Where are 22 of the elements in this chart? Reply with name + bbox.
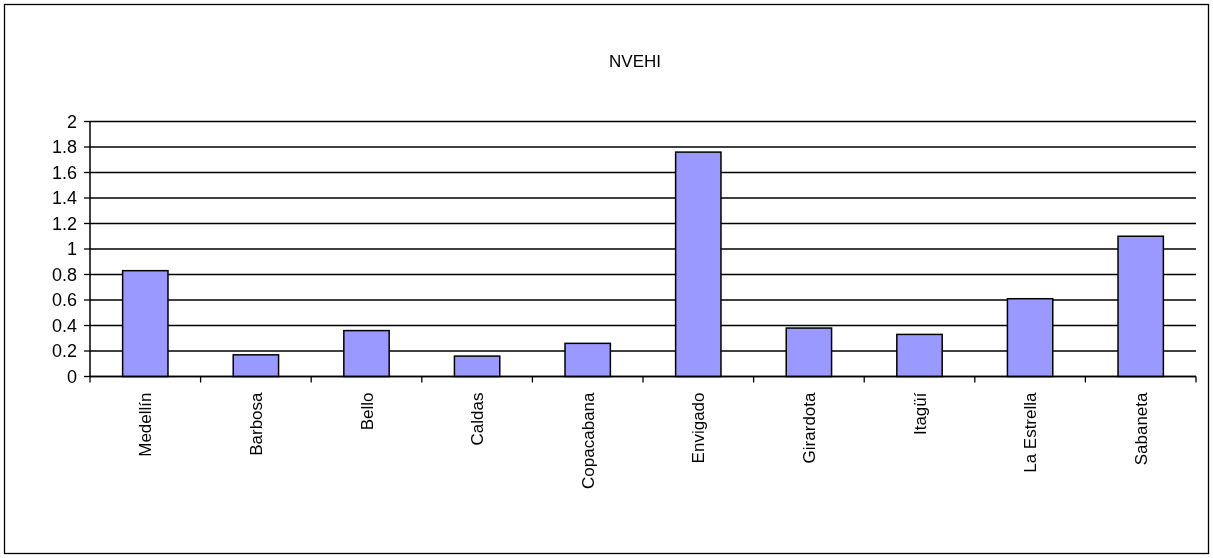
y-tick-label: 0.2 <box>51 341 77 362</box>
y-tick-label: 0.4 <box>51 315 77 336</box>
x-tick-label: Itagüí <box>910 392 930 436</box>
x-tick-label: Caldas <box>468 392 488 446</box>
y-tick-label: 0 <box>66 366 77 387</box>
x-tick-label: Barbosa <box>246 391 266 456</box>
x-tick-label: Medellín <box>136 392 156 457</box>
y-tick-label: 0.8 <box>51 264 77 285</box>
x-tick-label: Girardota <box>799 391 819 464</box>
y-tick-label: 2 <box>66 111 77 132</box>
y-tick-label: 1.8 <box>51 137 77 158</box>
x-tick-label: Copacabana <box>578 391 598 489</box>
y-tick-label: 0.6 <box>51 290 77 311</box>
x-tick-label: La Estrella <box>1021 391 1041 473</box>
y-tick-label: 1.6 <box>51 162 77 183</box>
x-tick-label: Bello <box>357 392 377 431</box>
x-tick-label: Envigado <box>689 392 709 464</box>
y-tick-label: 1 <box>66 239 77 260</box>
x-tick-label: Sabaneta <box>1131 391 1151 466</box>
y-tick-label: 1.2 <box>51 213 77 234</box>
chart-title: NVEHI <box>609 52 661 71</box>
y-tick-label: 1.4 <box>51 188 77 209</box>
